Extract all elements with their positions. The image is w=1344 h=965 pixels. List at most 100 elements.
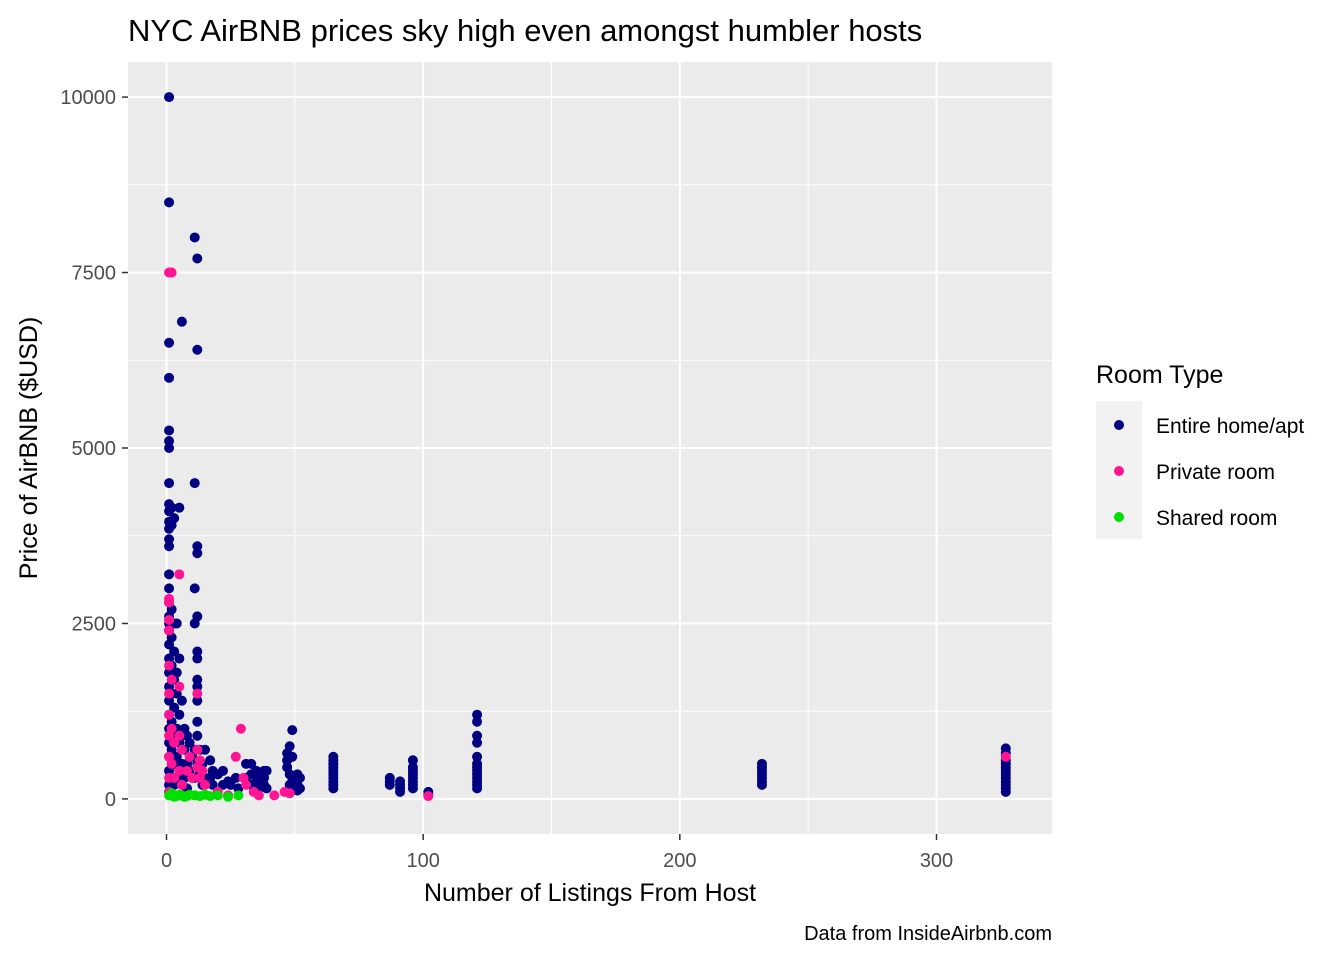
point-entire-home-apt [192, 695, 203, 706]
legend-label-shared-room: Shared room [1156, 507, 1277, 530]
point-entire-home-apt [294, 772, 305, 783]
point-entire-home-apt [261, 765, 272, 776]
point-entire-home-apt [189, 583, 200, 594]
x-tick-label: 200 [663, 850, 696, 872]
point-entire-home-apt [192, 681, 203, 692]
point-shared-room [212, 790, 223, 801]
point-entire-home-apt [395, 786, 406, 797]
point-shared-room [223, 791, 234, 802]
point-entire-home-apt [756, 779, 767, 790]
point-entire-home-apt [407, 783, 418, 794]
point-entire-home-apt [246, 758, 257, 769]
point-shared-room [233, 790, 244, 801]
point-private-room [176, 744, 187, 755]
point-entire-home-apt [233, 783, 244, 794]
point-entire-home-apt [174, 653, 185, 664]
point-entire-home-apt [164, 541, 175, 552]
caption: Data from InsideAirbnb.com [804, 923, 1052, 945]
point-entire-home-apt [294, 783, 305, 794]
point-private-room [166, 723, 177, 734]
point-entire-home-apt [192, 548, 203, 559]
point-private-room [192, 688, 203, 699]
point-entire-home-apt [472, 730, 483, 741]
point-entire-home-apt [164, 435, 175, 446]
y-tick-label: 0 [105, 789, 116, 811]
point-entire-home-apt [472, 751, 483, 762]
y-axis-label: Price of AirBNB ($USD) [15, 317, 43, 580]
point-private-room [164, 660, 175, 671]
point-private-room [174, 569, 185, 580]
legend-label-private-room: Private room [1156, 461, 1275, 484]
point-entire-home-apt [176, 316, 187, 327]
point-entire-home-apt [166, 502, 177, 513]
point-entire-home-apt [169, 646, 180, 657]
point-entire-home-apt [205, 755, 216, 766]
point-private-room [192, 744, 203, 755]
point-entire-home-apt [164, 372, 175, 383]
point-entire-home-apt [164, 197, 175, 208]
point-entire-home-apt [184, 737, 195, 748]
point-entire-home-apt [407, 755, 418, 766]
point-entire-home-apt [472, 737, 483, 748]
legend-label-entire-home-apt: Entire home/apt [1156, 415, 1304, 438]
point-private-room [284, 788, 295, 799]
y-tick-label: 5000 [72, 438, 117, 460]
chart-title: NYC AirBNB prices sky high even amongst … [128, 13, 922, 48]
point-entire-home-apt [284, 741, 295, 752]
point-entire-home-apt [217, 765, 228, 776]
point-entire-home-apt [261, 783, 272, 794]
y-tick-label: 7500 [72, 263, 117, 285]
point-private-room [174, 765, 185, 776]
point-entire-home-apt [192, 646, 203, 657]
point-entire-home-apt [169, 702, 180, 713]
point-entire-home-apt [192, 611, 203, 622]
point-entire-home-apt [192, 674, 203, 685]
x-tick-label: 100 [406, 850, 439, 872]
point-entire-home-apt [174, 709, 185, 720]
point-entire-home-apt [192, 253, 203, 264]
point-private-room [235, 723, 246, 734]
point-private-room [164, 614, 175, 625]
point-entire-home-apt [200, 744, 210, 755]
point-entire-home-apt [164, 92, 175, 103]
legend-items: Entire home/apt Private room Shared room [1114, 415, 1304, 530]
point-private-room [176, 779, 187, 790]
legend: Room Type Entire home/apt Private room Sha… [1096, 361, 1304, 539]
point-entire-home-apt [384, 779, 395, 790]
point-private-room [230, 751, 241, 762]
point-entire-home-apt [192, 541, 203, 552]
point-private-room [174, 681, 185, 692]
point-private-room [197, 765, 208, 776]
point-entire-home-apt [164, 534, 175, 545]
point-private-room [164, 709, 175, 720]
point-private-room [166, 674, 177, 685]
point-private-room [174, 730, 185, 741]
point-private-room [166, 267, 177, 278]
y-tick-label: 2500 [72, 613, 117, 635]
point-entire-home-apt [169, 513, 180, 524]
point-entire-home-apt [192, 653, 203, 664]
legend-swatch-shared-room [1114, 512, 1124, 522]
point-entire-home-apt [171, 618, 182, 629]
point-private-room [200, 779, 210, 790]
point-entire-home-apt [207, 779, 218, 790]
x-tick-label: 0 [161, 850, 172, 872]
point-entire-home-apt [189, 478, 200, 489]
point-private-room [269, 790, 280, 801]
point-entire-home-apt [225, 779, 236, 790]
point-entire-home-apt [192, 344, 203, 355]
point-shared-room [205, 791, 216, 802]
y-tick-label: 10000 [60, 87, 116, 109]
point-private-room [1000, 751, 1011, 762]
point-private-room [423, 791, 434, 802]
point-private-room [164, 597, 175, 608]
point-entire-home-apt [287, 725, 298, 736]
point-private-room [253, 790, 264, 801]
legend-title: Room Type [1096, 361, 1223, 389]
point-entire-home-apt [171, 751, 182, 762]
point-entire-home-apt [192, 716, 203, 727]
tick-labels: 0 100 200 300 0 2500 5000 7500 10000 [60, 87, 953, 872]
point-entire-home-apt [164, 337, 175, 348]
point-entire-home-apt [176, 695, 187, 706]
